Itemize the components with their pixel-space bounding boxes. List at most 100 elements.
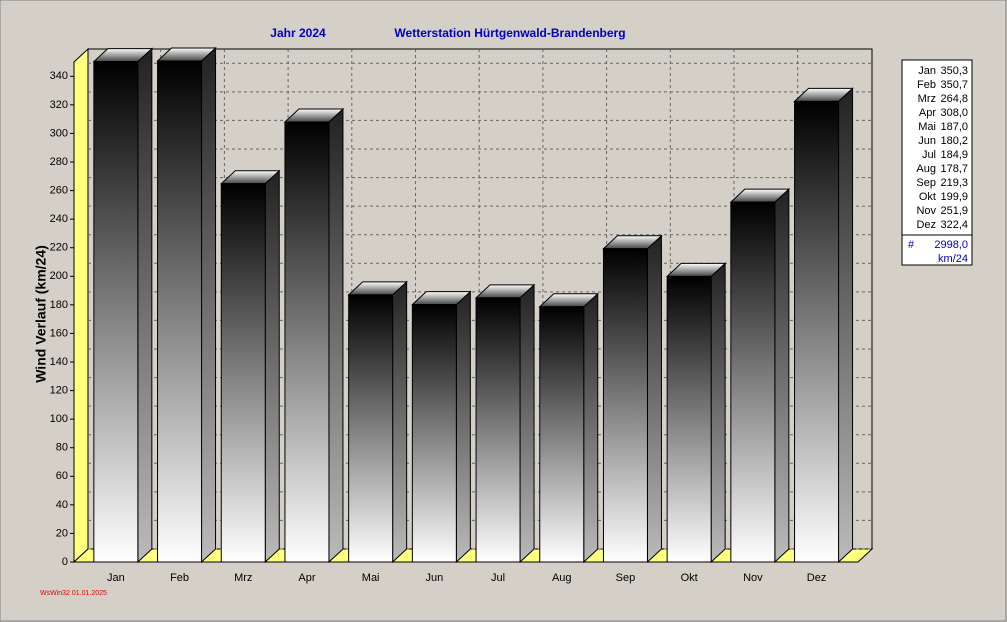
legend-month: Aug bbox=[916, 163, 936, 175]
x-tick-label: Okt bbox=[681, 572, 698, 584]
legend-box bbox=[901, 59, 973, 266]
x-tick-label: Nov bbox=[743, 572, 763, 584]
x-tick-label: Jul bbox=[491, 572, 505, 584]
x-tick-label: Jan bbox=[107, 572, 125, 584]
legend-unit: km/24 bbox=[938, 253, 968, 265]
legend-value: 178,7 bbox=[940, 163, 968, 175]
y-tick-label: 120 bbox=[50, 384, 68, 396]
bar-3d bbox=[411, 290, 472, 564]
bar-3d bbox=[92, 47, 154, 564]
bar-side bbox=[646, 234, 662, 564]
bar-3d bbox=[602, 234, 663, 564]
bar bbox=[157, 60, 203, 563]
y-tick-label: 160 bbox=[50, 327, 68, 339]
x-tick-label: Apr bbox=[298, 572, 315, 584]
bar bbox=[348, 294, 394, 563]
chart-title: Jahr 2024 bbox=[270, 26, 326, 40]
legend-month: Nov bbox=[916, 205, 936, 217]
legend-month: Dez bbox=[916, 219, 936, 231]
y-axis-label: Wind Verlauf (km/24) bbox=[33, 245, 49, 383]
legend-value: 350,3 bbox=[940, 65, 968, 77]
bar-3d bbox=[665, 262, 727, 564]
bar-3d bbox=[219, 169, 281, 564]
legend-total-symbol: # bbox=[908, 239, 915, 251]
legend-month: Jun bbox=[918, 135, 936, 147]
y-tick-label: 80 bbox=[56, 442, 68, 454]
legend-value: 184,9 bbox=[940, 149, 968, 161]
bar bbox=[284, 121, 330, 563]
legend-total: 2998,0 bbox=[934, 239, 968, 251]
y-tick-label: 280 bbox=[50, 156, 68, 168]
x-tick-label: Dez bbox=[807, 572, 827, 584]
legend-value: 322,4 bbox=[940, 219, 968, 231]
bar-side bbox=[264, 169, 280, 564]
bar-side bbox=[774, 187, 790, 564]
bar-side bbox=[392, 280, 408, 564]
legend-value: 350,7 bbox=[940, 79, 968, 91]
bar-side bbox=[201, 46, 217, 564]
bar bbox=[475, 297, 521, 563]
y-tick-label: 140 bbox=[50, 356, 68, 368]
legend-value: 308,0 bbox=[940, 107, 968, 119]
legend-month: Sep bbox=[916, 177, 936, 189]
y-tick-label: 180 bbox=[50, 299, 68, 311]
y-tick-label: 200 bbox=[50, 270, 68, 282]
y-tick-label: 300 bbox=[50, 127, 68, 139]
legend-month: Jan bbox=[918, 65, 936, 77]
legend-value: 264,8 bbox=[940, 93, 968, 105]
x-tick-label: Jun bbox=[425, 572, 443, 584]
bar-side bbox=[455, 290, 471, 564]
bar bbox=[93, 61, 139, 563]
x-tick-label: Aug bbox=[552, 572, 572, 584]
bar-3d bbox=[283, 107, 345, 564]
bar-side bbox=[838, 87, 854, 564]
legend-month: Jul bbox=[922, 149, 936, 161]
y-tick-label: 100 bbox=[50, 413, 68, 425]
y-tick-label: 320 bbox=[50, 99, 68, 111]
bar-3d bbox=[347, 280, 408, 564]
x-tick-label: Mrz bbox=[234, 572, 252, 584]
legend-value: 199,9 bbox=[940, 191, 968, 203]
legend-month: Feb bbox=[917, 79, 936, 91]
bar-3d bbox=[474, 283, 536, 564]
legend-value: 219,3 bbox=[940, 177, 968, 189]
bar bbox=[602, 248, 648, 563]
bar-3d bbox=[538, 292, 600, 564]
legend-month: Okt bbox=[919, 191, 936, 203]
legend: Jan 350,3 Feb 350,7 Mrz 264,8 Apr 308,0 Mai 187,0… bbox=[901, 59, 973, 266]
legend-value: 251,9 bbox=[940, 205, 968, 217]
bar-3d bbox=[793, 87, 854, 564]
legend-month: Mrz bbox=[918, 93, 936, 105]
chart-subtitle: Wetterstation Hürtgenwald-Brandenberg bbox=[394, 26, 625, 40]
plot bbox=[70, 46, 874, 564]
bar-3d bbox=[729, 187, 791, 564]
bar bbox=[730, 201, 776, 563]
legend-month: Apr bbox=[919, 107, 936, 119]
legend-month: Mai bbox=[918, 121, 936, 133]
y-tick-label: 20 bbox=[56, 527, 68, 539]
y-tick-label: 340 bbox=[50, 70, 68, 82]
bar-side bbox=[519, 283, 535, 564]
bar bbox=[794, 100, 840, 563]
bar bbox=[539, 306, 585, 563]
bar-side bbox=[583, 292, 599, 564]
x-tick-label: Mai bbox=[362, 572, 380, 584]
y-tick-label: 260 bbox=[50, 184, 68, 196]
footer: WsWin32 01.01.2025 bbox=[40, 590, 107, 597]
bar-side bbox=[328, 107, 344, 564]
bar bbox=[411, 304, 457, 563]
y-tick-label: 0 bbox=[62, 556, 68, 568]
bar-side bbox=[137, 47, 153, 564]
bar bbox=[220, 183, 266, 563]
y-tick-label: 40 bbox=[56, 499, 68, 511]
y-tick-label: 220 bbox=[50, 242, 68, 254]
bar-3d bbox=[156, 46, 217, 564]
x-tick-label: Feb bbox=[170, 572, 189, 584]
y-tick-label: 60 bbox=[56, 470, 68, 482]
left-wall bbox=[73, 47, 89, 564]
legend-value: 187,0 bbox=[940, 121, 968, 133]
bar-side bbox=[710, 262, 726, 564]
bar bbox=[666, 275, 712, 563]
x-tick-label: Sep bbox=[616, 572, 636, 584]
